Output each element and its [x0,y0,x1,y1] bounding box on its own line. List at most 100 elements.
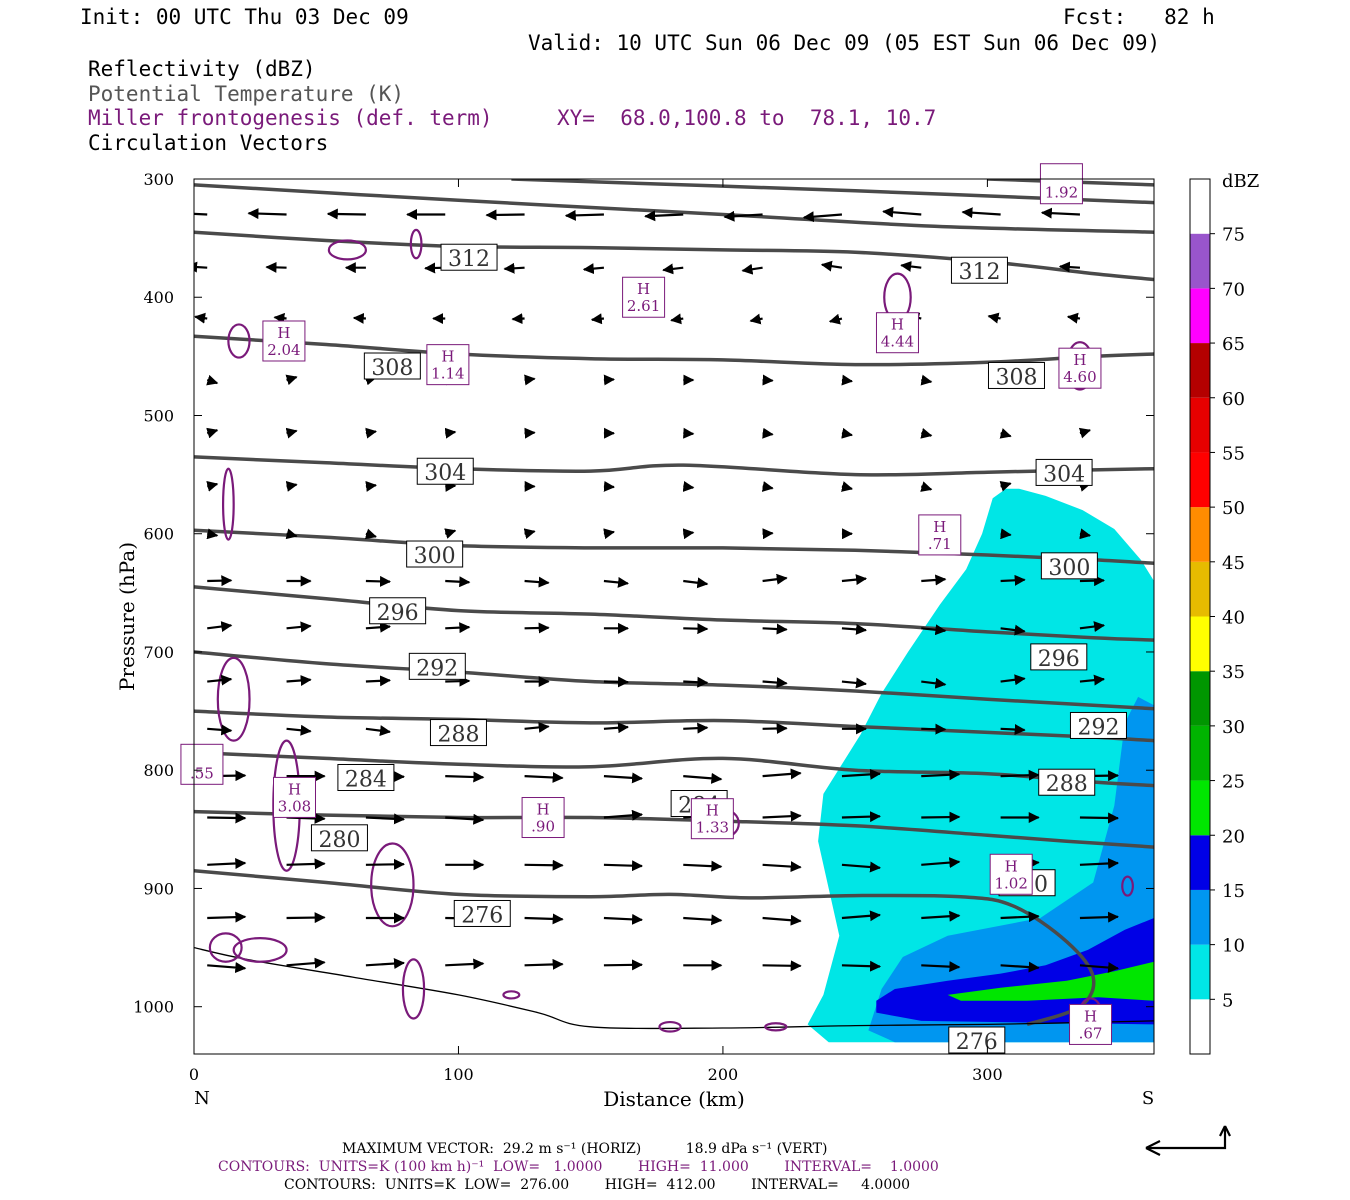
circulation-vector [444,427,457,439]
theta-label-box [363,352,421,380]
colorbar-label: 50 [1222,498,1245,519]
colorbar-segment [1190,397,1210,453]
frontogenesis-max-letter: H [706,802,719,820]
circulation-vector [683,623,709,635]
circulation-vector [603,480,616,492]
circulation-vector [365,480,377,492]
field-reflectivity: Reflectivity (dBZ) [88,57,316,81]
circulation-vector [1079,911,1120,923]
frontogenesis-max-letter: H [537,801,550,819]
circulation-vector [882,206,922,218]
circulation-vector [445,813,485,825]
colorbar-label: 5 [1222,990,1233,1011]
circulation-vector [683,860,723,872]
frontogenesis-max-box [875,312,919,354]
circulation-vector [921,811,961,823]
colorbar-segment [1190,999,1210,1054]
circulation-vector [762,722,788,734]
frontogenesis-max-letter: H [1005,857,1018,875]
frontogenesis-max-value: .90 [531,818,555,836]
circulation-vector [762,861,802,873]
colorbar-label: 75 [1222,225,1245,246]
circulation-vector [841,811,882,823]
circulation-vector [524,374,536,386]
theta-label: 308 [371,356,413,381]
circulation-vector [445,771,485,783]
circulation-vector [762,623,788,635]
colorbar-label: 35 [1222,662,1245,683]
theta-label-box [310,824,368,852]
circulation-vector [503,262,525,274]
frontogenesis-contour [221,467,235,541]
theta-label-box [406,540,464,568]
frontogenesis-max-box [622,276,666,318]
colorbar-label: 40 [1222,608,1245,629]
frontogenesis-max-value: 4.60 [1063,368,1096,386]
circulation-vector [762,677,788,689]
theta-label: 304 [424,461,466,486]
theta-label-box [948,1026,1006,1054]
circulation-vector [207,674,233,686]
circulation-vector [206,528,219,540]
circulation-vector [841,677,868,689]
y-tick-label: 500 [143,406,174,425]
frontogenesis-max-box [690,798,734,840]
theta-contour-308 [194,334,1154,367]
circulation-vector [1079,674,1106,686]
theta-label-box [337,763,395,791]
colorbar-segment [1190,507,1210,562]
circulation-vector [1079,575,1106,587]
colorbar-label: 70 [1222,279,1245,300]
theta-label-box [1035,458,1093,486]
theta-label: 288 [1046,772,1088,797]
circulation-vector [206,374,219,386]
reference-vector-heads [1145,1125,1231,1156]
circulation-vector [524,859,564,871]
circulation-vector [603,809,644,821]
circulation-vector [603,576,630,588]
colorbar-segment [1190,835,1210,890]
circulation-vector [841,910,882,922]
circulation-vector [920,481,933,492]
theta-label: 284 [345,767,387,792]
colorbar-label: 20 [1222,826,1245,847]
frontogenesis-contour [764,1022,788,1032]
frontogenesis-contour [658,1020,682,1033]
frontogenesis-max-box [426,344,470,386]
circulation-vector [207,857,247,869]
circulation-vector [961,207,1001,219]
y-tick-label: 800 [143,761,174,780]
circulation-vector [841,574,868,586]
circulation-vector [749,313,763,325]
theta-label: 312 [958,260,1000,285]
valid-time: Valid: 10 UTC Sun 06 Dec 09 (05 EST Sun … [528,31,1161,55]
theta-contour-316 [194,183,1154,234]
circulation-vector [564,209,604,221]
frontogenesis-max-letter: H [933,518,946,536]
circulation-vector [207,621,233,633]
frontogenesis-max-value: 1.33 [696,819,729,837]
frontogenesis-max-value: 3.08 [278,797,311,815]
theta-label: 292 [1077,715,1119,740]
frontogenesis-max-value: 1.02 [994,874,1027,892]
circulation-vector [194,212,208,216]
circulation-vector [603,959,644,971]
circulation-vector [762,573,788,585]
circulation-vector [603,913,644,925]
circulation-vector [286,858,326,870]
field-frontogenesis: Miller frontogenesis (def. term) [88,106,493,130]
circulation-vector [921,677,947,689]
frontogenesis-max-value: 2.61 [627,297,660,315]
circulation-vector [1079,962,1120,974]
circulation-vector [1000,624,1026,636]
frontogenesis-contour [327,239,368,261]
footer-contours-fronto: CONTOURS: UNITS=K (100 km h)⁻¹ LOW= 1.00… [218,1159,939,1175]
circulation-vector [841,623,868,635]
theta-label-box [1038,768,1096,796]
circulation-vector [921,723,947,735]
circulation-vector [603,860,644,872]
theta-label: 300 [1048,556,1090,581]
y-tick-label: 400 [143,288,174,307]
circulation-vector [206,480,219,492]
theta-contour-304 [194,455,1154,477]
